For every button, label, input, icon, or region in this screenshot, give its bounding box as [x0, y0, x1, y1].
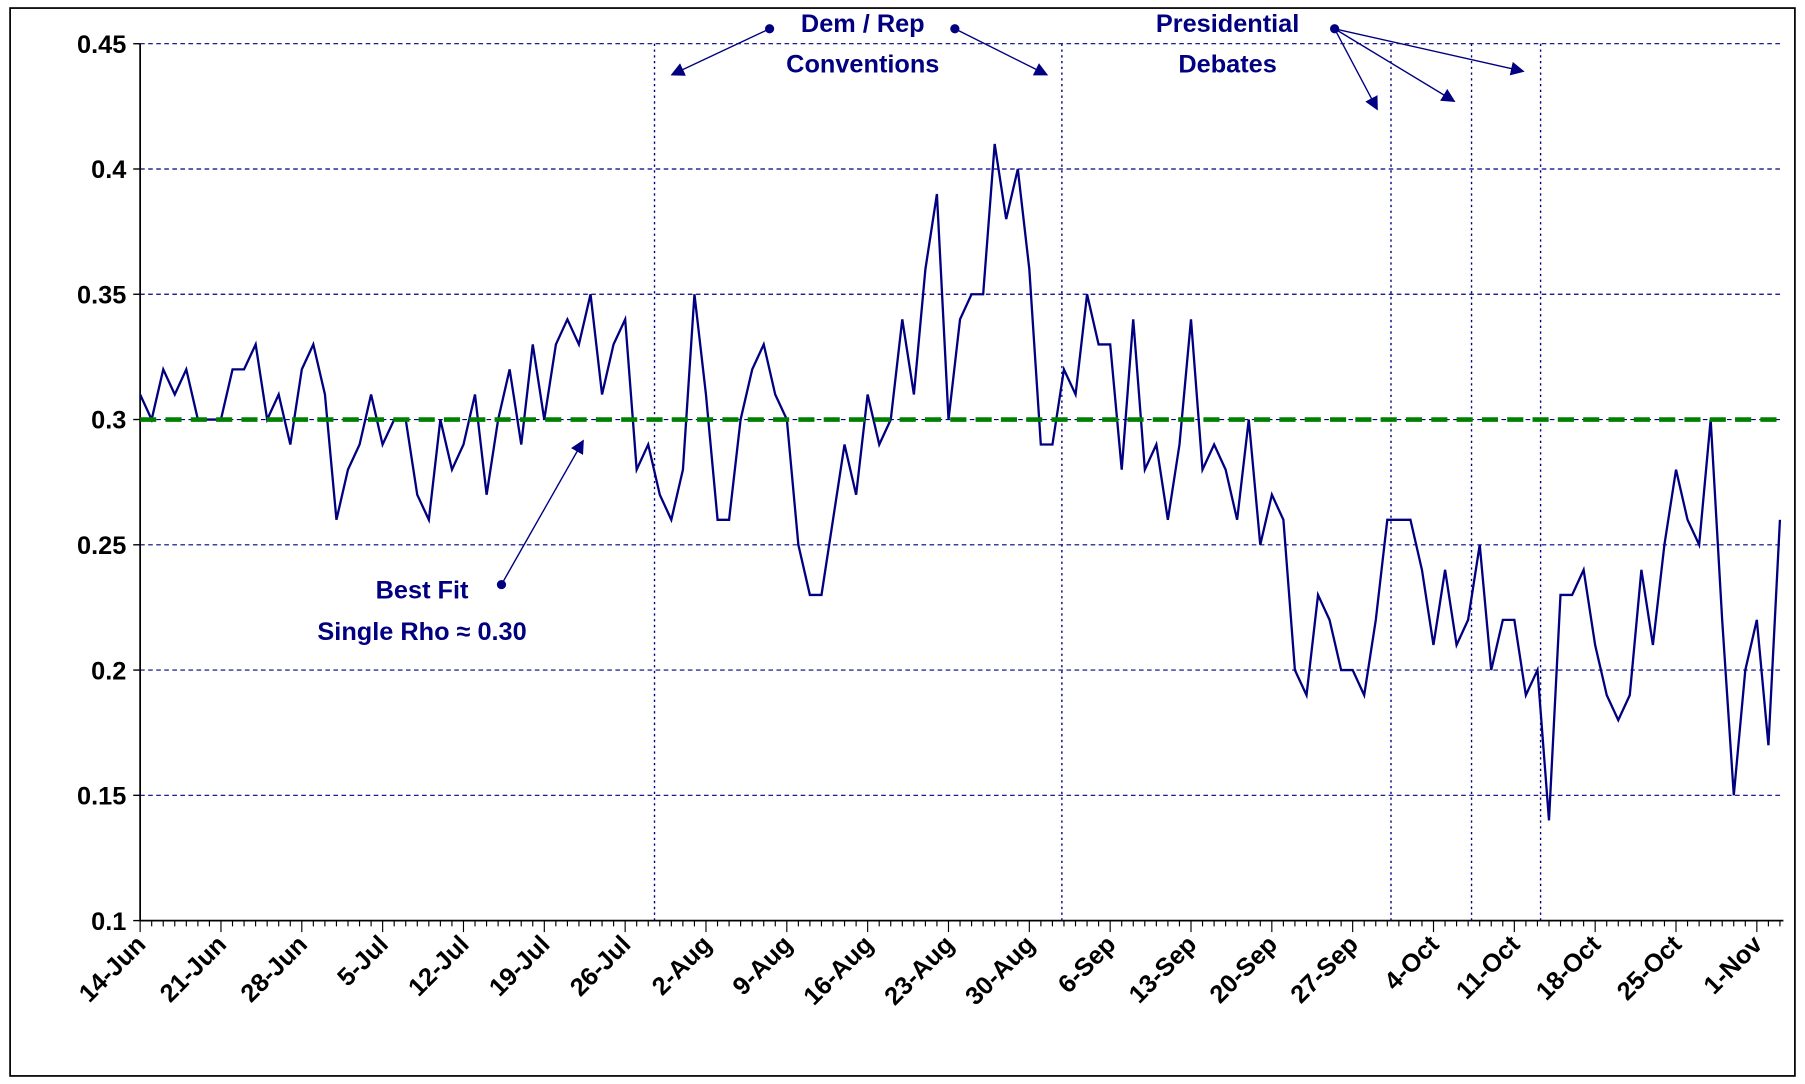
x-tick-label: 25-Oct	[1612, 930, 1688, 1006]
x-tick-label: 30-Aug	[960, 930, 1040, 1010]
x-tick-label: 1-Nov	[1698, 930, 1768, 1000]
plot-area	[139, 143, 1784, 821]
grid: 0.1 0.15 0.2 0.25 0.3 0.35 0.4 0.45 14-Jun 21-Jun…	[74, 31, 1784, 1011]
annotation-arrow	[954, 28, 1049, 76]
x-tick-label: 5-Jul	[332, 930, 394, 992]
y-tick-label: 0.15	[77, 783, 126, 811]
x-tick-label: 4-Oct	[1379, 930, 1445, 996]
annotation-arrow	[1334, 28, 1456, 102]
annotation: Best Fit	[376, 576, 469, 604]
annotation: Debates	[1178, 50, 1276, 78]
y-tick-label: 0.25	[77, 532, 126, 560]
y-tick-label: 0.2	[91, 657, 126, 685]
annotation-arrow	[500, 439, 584, 585]
chart-border	[9, 7, 1796, 1077]
y-tick-label: 0.1	[91, 908, 126, 936]
x-tick-label: 11-Oct	[1451, 930, 1526, 1005]
x-tick-label: 27-Sep	[1285, 930, 1363, 1008]
x-tick-label: 16-Aug	[798, 930, 878, 1010]
x-tick-label: 9-Aug	[727, 930, 797, 1000]
x-tick-label: 19-Jul	[484, 930, 556, 1002]
y-tick-label: 0.45	[77, 31, 126, 59]
x-tick-label: 26-Jul	[565, 930, 637, 1002]
event-lines	[653, 43, 1542, 921]
x-tick-label: 6-Sep	[1053, 930, 1122, 999]
annotation: Single Rho ≈ 0.30	[317, 618, 526, 646]
x-tick-label: 20-Sep	[1205, 930, 1283, 1008]
annotation-arrow	[1333, 28, 1378, 111]
annotation-arrow	[1334, 28, 1525, 76]
y-tick-label: 0.4	[91, 156, 126, 184]
x-tick-label: 13-Sep	[1124, 930, 1202, 1008]
annotation: Dem / Rep	[801, 10, 925, 38]
annotation-dot	[496, 579, 507, 590]
y-tick-label: 0.35	[77, 281, 126, 309]
x-tick-label: 18-Oct	[1531, 930, 1607, 1006]
x-tick-label: 21-Jun	[155, 930, 232, 1007]
annotation-arrow	[670, 28, 770, 76]
annotations: Dem / Rep Conventions Presidential Debat…	[317, 10, 1525, 646]
x-tick-label: 28-Jun	[235, 930, 312, 1007]
annotation: Conventions	[786, 50, 939, 78]
x-tick-label: 23-Aug	[879, 930, 959, 1010]
data-line	[139, 143, 1782, 821]
x-tick-label: 14-Jun	[74, 930, 151, 1007]
x-tick-label: 12-Jul	[403, 930, 475, 1002]
annotation: Presidential	[1156, 10, 1299, 38]
y-tick-label: 0.3	[91, 407, 126, 435]
x-tick-label: 2-Aug	[647, 930, 717, 1000]
